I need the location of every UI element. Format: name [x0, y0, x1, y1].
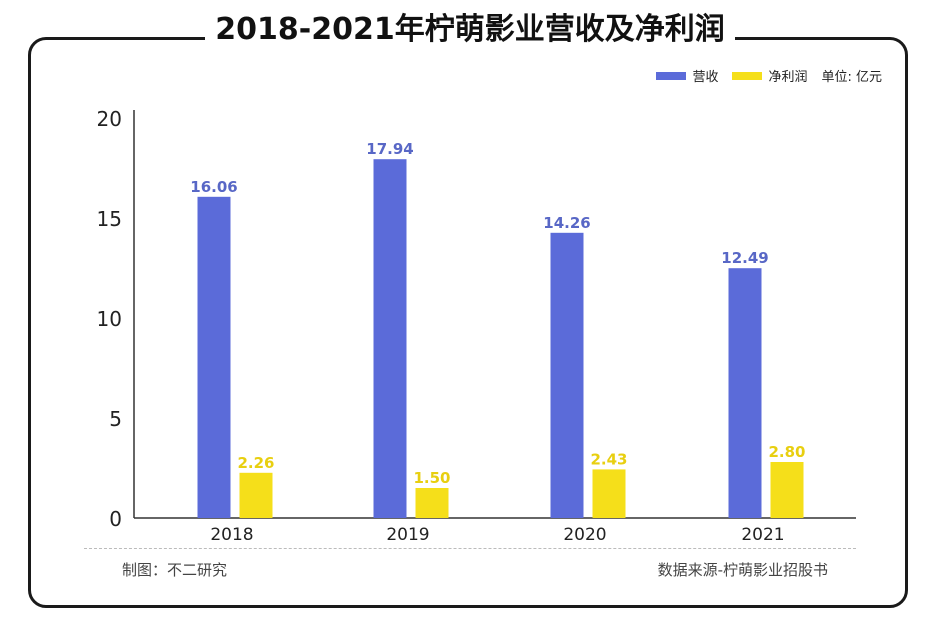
- y-tick-label: 5: [109, 407, 122, 431]
- legend-swatch-revenue: [656, 71, 687, 80]
- x-tick-label: 2020: [563, 525, 606, 545]
- legend-label-net-profit: 净利润: [768, 70, 808, 85]
- data-label-net-profit: 2.26: [237, 454, 274, 472]
- data-label-revenue: 14.26: [543, 214, 590, 232]
- y-tick-label: 10: [97, 307, 122, 331]
- legend-item-revenue: 营收: [656, 66, 718, 85]
- bar-net-profit: [239, 472, 273, 518]
- data-label-net-profit: 2.43: [590, 450, 627, 468]
- x-tick-label: 2019: [386, 525, 429, 545]
- bar-revenue: [550, 232, 584, 519]
- chart-credit: 制图：不二研究: [122, 561, 228, 579]
- data-label-revenue: 17.94: [366, 140, 413, 158]
- bar-revenue: [728, 268, 762, 518]
- data-label-revenue: 12.49: [721, 249, 768, 267]
- bar-net-profit: [415, 488, 449, 518]
- legend-label-revenue: 营收: [692, 70, 719, 85]
- y-tick-label: 0: [109, 507, 122, 531]
- legend-swatch-net-profit: [732, 71, 763, 80]
- legend-item-net-profit: 净利润: [732, 66, 807, 85]
- data-label-net-profit: 1.50: [413, 469, 450, 487]
- x-tick-label: 2018: [210, 525, 253, 545]
- y-tick-label: 15: [97, 207, 122, 231]
- bar-revenue: [373, 159, 407, 518]
- chart-title: 2018-2021年柠萌影业营收及净利润: [0, 10, 940, 50]
- data-label-net-profit: 2.80: [768, 443, 805, 461]
- legend: 营收 净利润 单位: 亿元: [642, 66, 882, 85]
- x-tick-label: 2021: [741, 525, 784, 545]
- footer-divider: [84, 548, 856, 549]
- y-tick-label: 20: [97, 107, 122, 131]
- bar-net-profit: [770, 462, 804, 518]
- bar-revenue: [197, 196, 231, 519]
- data-label-revenue: 16.06: [190, 178, 237, 196]
- data-source: 数据来源-柠萌影业招股书: [657, 561, 828, 579]
- bar-net-profit: [592, 469, 626, 518]
- unit-label: 单位: 亿元: [821, 70, 882, 85]
